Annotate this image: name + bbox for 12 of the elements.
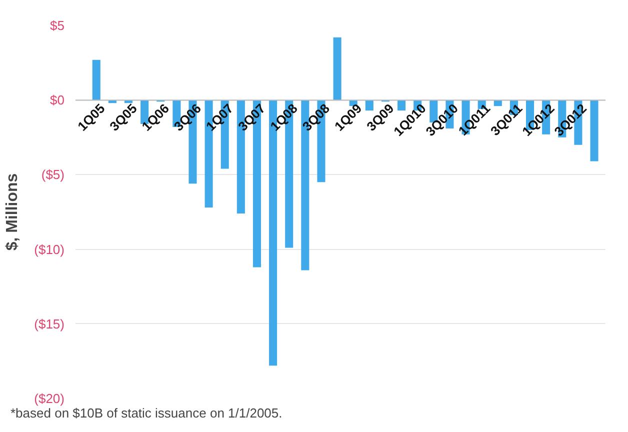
text: *based on $10B of static issuance on 1/1/2005. [10,406,282,420]
bar [590,100,598,162]
bar [92,60,100,100]
bar [494,100,502,106]
y-tick-label: ($20) [34,391,65,406]
y-tick-label: ($5) [41,167,65,182]
bar [333,37,342,100]
y-tick-label: $5 [50,18,65,33]
y-tick-label: ($15) [34,316,65,332]
y-tick-label: $0 [50,92,65,108]
y-tick-label: ($10) [34,242,65,257]
y-axis-title: $, Millions [4,173,22,251]
